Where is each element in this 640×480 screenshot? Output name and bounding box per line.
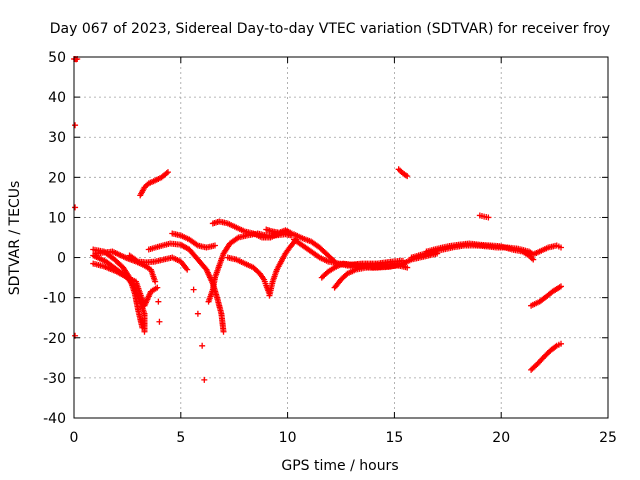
- data-marker: [288, 230, 295, 237]
- plot-frame: [73, 56, 609, 419]
- data-marker: [558, 244, 565, 251]
- data-marker: [558, 340, 565, 347]
- y-tick-label: 0: [57, 251, 66, 267]
- data-marker: [155, 298, 162, 305]
- data-marker: [154, 284, 161, 291]
- data-marker: [404, 264, 411, 271]
- data-marker: [211, 242, 218, 249]
- x-tick-label: 0: [70, 430, 79, 446]
- series-s24: [423, 240, 537, 263]
- data-marker: [141, 328, 148, 335]
- data-marker: [530, 256, 537, 263]
- data-points: [71, 56, 565, 383]
- series-s12: [126, 252, 208, 383]
- series-s5: [476, 212, 492, 221]
- data-marker: [190, 286, 197, 293]
- grid: [74, 57, 608, 418]
- series-s6: [528, 283, 565, 309]
- data-marker: [558, 283, 565, 290]
- data-marker: [156, 318, 163, 325]
- axis-ticks: 0 5 10 15 20 25 -40 -30 -20 -10 0 10 20 30 40 50: [43, 50, 617, 446]
- data-marker: [72, 204, 79, 211]
- data-marker: [164, 169, 171, 176]
- series-s2: [72, 122, 79, 339]
- series-s14: [169, 230, 218, 251]
- y-tick-label: -30: [43, 371, 66, 387]
- series-s3: [137, 169, 171, 199]
- data-marker: [404, 173, 411, 180]
- data-marker: [220, 328, 227, 335]
- x-tick-label: 20: [492, 430, 510, 446]
- y-tick-label: 40: [48, 90, 66, 106]
- y-tick-label: -40: [43, 411, 66, 427]
- x-axis-label: GPS time / hours: [281, 458, 398, 474]
- data-marker: [194, 310, 201, 317]
- y-axis-label: SDTVAR / TECUs: [7, 181, 23, 296]
- x-tick-label: 25: [599, 430, 617, 446]
- y-tick-label: 30: [48, 130, 66, 146]
- y-tick-label: 50: [48, 50, 66, 66]
- data-marker: [72, 122, 79, 129]
- series-s25: [263, 226, 295, 237]
- series-s18: [266, 236, 300, 299]
- y-tick-label: -10: [43, 291, 66, 307]
- series-s17: [224, 254, 273, 297]
- data-marker: [199, 342, 206, 349]
- y-tick-label: 20: [48, 170, 66, 186]
- data-marker: [201, 376, 208, 383]
- x-tick-label: 5: [176, 430, 185, 446]
- chart-title: Day 067 of 2023, Sidereal Day-to-day VTE…: [50, 21, 610, 37]
- data-marker: [552, 343, 559, 350]
- series-s4: [395, 166, 411, 180]
- data-marker: [184, 266, 191, 273]
- data-marker: [163, 170, 170, 177]
- data-marker: [152, 278, 159, 285]
- y-tick-label: 10: [48, 210, 66, 226]
- x-tick-label: 10: [279, 430, 297, 446]
- data-marker: [485, 214, 492, 221]
- y-tick-label: -20: [43, 331, 66, 347]
- data-marker: [183, 265, 190, 272]
- series-s10: [90, 260, 161, 309]
- series-s7: [528, 340, 565, 373]
- x-tick-label: 15: [385, 430, 403, 446]
